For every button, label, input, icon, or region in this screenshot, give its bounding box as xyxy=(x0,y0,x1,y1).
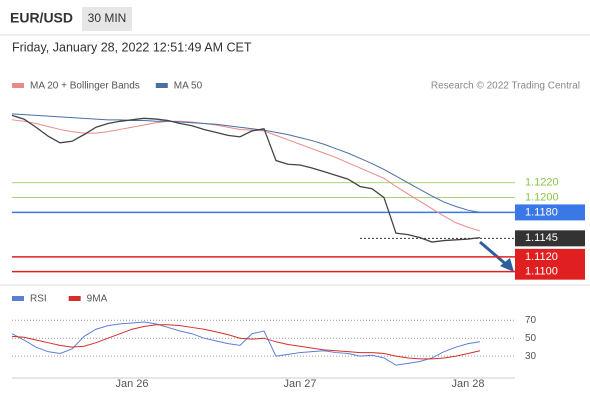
legend-label: MA 50 xyxy=(174,81,203,92)
x-tick-label: Jan 26 xyxy=(115,378,148,390)
level-box xyxy=(515,204,585,221)
interval: 30 MIN xyxy=(88,11,127,25)
y-tick-label: 50 xyxy=(525,333,537,344)
credit: Research © 2022 Trading Central xyxy=(431,81,580,92)
level-label: 1.1100 xyxy=(525,266,558,278)
line xyxy=(11,113,481,213)
legend-swatch xyxy=(155,83,168,88)
level-label: 1.1120 xyxy=(525,251,558,263)
level-label: 1.1220 xyxy=(525,177,559,189)
datetime: Friday, January 28, 2022 12:51:49 AM CET xyxy=(12,40,252,54)
line xyxy=(11,114,481,243)
line xyxy=(11,324,481,360)
interval-tag xyxy=(82,7,132,31)
legend-swatch xyxy=(68,296,81,301)
forecast-arrow-head xyxy=(500,258,514,272)
level-label: 1.1200 xyxy=(525,191,559,203)
level-box xyxy=(515,230,585,247)
line xyxy=(11,119,481,232)
legend-label: 9MA xyxy=(87,294,108,305)
forecast-arrow xyxy=(479,240,509,268)
symbol: EUR/USD xyxy=(10,10,73,26)
legend-label: RSI xyxy=(30,294,47,305)
y-tick-label: 30 xyxy=(525,351,537,362)
y-tick-label: 70 xyxy=(525,315,537,326)
level-box xyxy=(515,248,585,265)
x-tick-label: Jan 27 xyxy=(283,378,316,390)
legend-swatch xyxy=(12,83,24,88)
x-tick-label: Jan 28 xyxy=(451,378,484,390)
level-label: 1.1145 xyxy=(525,232,558,244)
line xyxy=(11,321,481,366)
level-label: 1.1180 xyxy=(525,206,558,218)
level-box xyxy=(515,263,585,280)
legend-label: MA 20 + Bollinger Bands xyxy=(30,81,140,92)
legend-swatch xyxy=(12,296,24,301)
